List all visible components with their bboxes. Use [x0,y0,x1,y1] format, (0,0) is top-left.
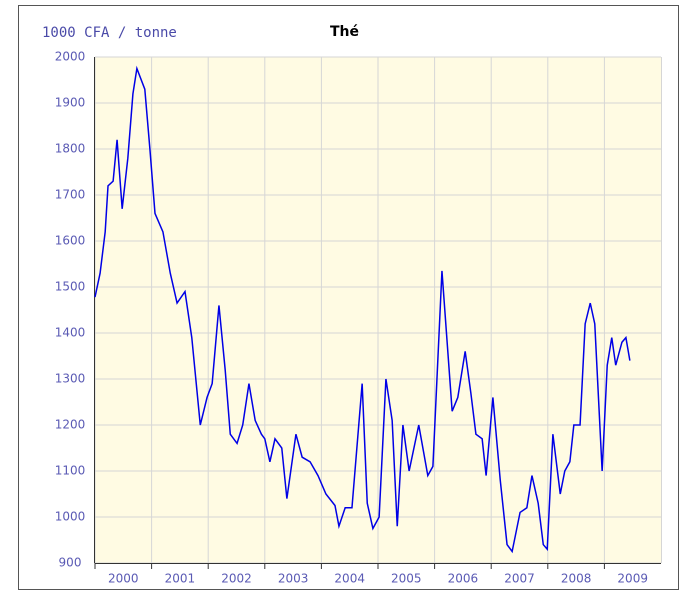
x-tick-label: 2008 [561,572,592,586]
x-tick-label: 2002 [221,572,252,586]
y-tick-label: 1600 [55,234,86,248]
x-tick-label: 2000 [108,572,139,586]
y-tick-label: 1800 [55,142,86,156]
x-tick-label: 2001 [165,572,196,586]
x-tick-label: 2004 [334,572,365,586]
y-tick-label: 900 [59,556,82,570]
line-series [94,65,631,554]
y-tick-label: 1900 [55,96,86,110]
y-tick-label: 1100 [55,464,86,478]
y-tick-label: 1000 [55,510,86,524]
y-axis-label: 1000 CFA / tonne [42,25,177,41]
y-tick-label: 1400 [55,326,86,340]
chart-title: Thé [330,24,359,40]
y-tick-label: 1200 [55,418,86,432]
x-tick-label: 2009 [617,572,648,586]
x-tick-label: 2007 [504,572,535,586]
y-tick-label: 1700 [55,188,86,202]
y-tick-label: 1300 [55,372,86,386]
x-tick-label: 2006 [448,572,479,586]
y-tick-label: 1500 [55,280,86,294]
y-tick-label: 2000 [55,50,86,64]
x-tick-label: 2005 [391,572,422,586]
x-tick-label: 2003 [278,572,309,586]
